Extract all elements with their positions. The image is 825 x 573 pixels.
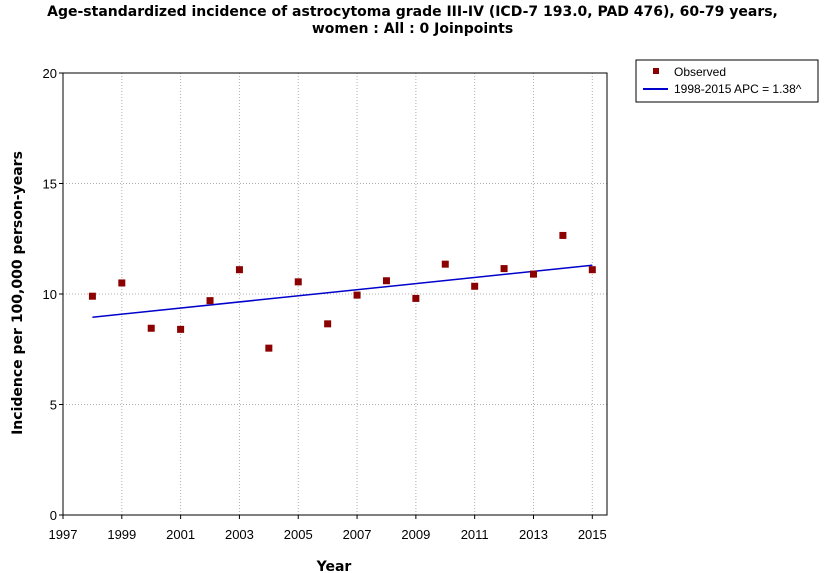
x-tick-label: 2001 [166,527,195,542]
legend-observed-marker [653,68,659,74]
chart-title-line-2: women : All : 0 Joinpoints [311,21,514,37]
observed-point [147,324,155,332]
chart-title: Age-standardized incidence of astrocytom… [0,4,825,38]
observed-point [88,292,96,300]
legend-box [635,59,819,103]
grid-lines [63,73,607,515]
trend-series [92,264,593,318]
observed-point [324,320,332,328]
x-tick-label: 1997 [49,527,78,542]
observed-point [177,325,185,333]
x-tick-label: 2005 [284,527,313,542]
x-tick-label: 1999 [107,527,136,542]
x-tick-label: 2013 [519,527,548,542]
observed-point [471,282,479,290]
chart-title-line-1: Age-standardized incidence of astrocytom… [47,4,778,20]
observed-point [559,231,567,239]
observed-point [294,278,302,286]
x-tick-label: 2011 [461,527,489,542]
y-tick-label: 15 [43,177,57,192]
legend-observed-label: Observed [674,65,726,79]
observed-point [353,291,361,299]
legend: Observed 1998-2015 APC = 1.38^ [635,59,819,103]
x-tick-label: 2015 [578,527,607,542]
y-axis-title: Incidence per 100,000 person-years [10,151,26,435]
observed-point [265,344,273,352]
trend-line [92,264,593,318]
observed-point [382,277,390,285]
x-tick-label: 2009 [401,527,430,542]
legend-trend-label: 1998-2015 APC = 1.38^ [674,82,802,96]
observed-point [235,266,243,274]
y-tick-label: 20 [43,66,57,81]
observed-point [118,279,126,287]
observed-series [88,231,596,352]
observed-point [529,270,537,278]
x-tick-label: 2007 [343,527,372,542]
y-tick-label: 0 [50,508,57,523]
y-tick-label: 5 [50,398,57,413]
observed-point [588,266,596,274]
observed-point [412,294,420,302]
observed-point [441,260,449,268]
x-tick-label: 2003 [225,527,254,542]
y-tick-label: 10 [43,287,57,302]
x-axis-title: Year [316,559,352,573]
observed-point [500,265,508,273]
axis-ticks: 1997 1999 2001 2003 2005 2007 2009 2011 2013 2015… [43,66,607,542]
observed-point [206,297,214,305]
